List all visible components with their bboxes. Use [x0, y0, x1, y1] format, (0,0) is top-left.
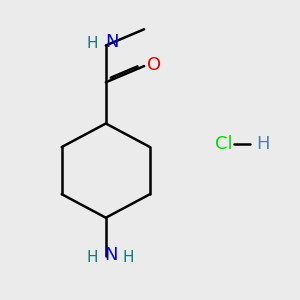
Text: H: H — [122, 250, 134, 265]
Text: H: H — [87, 250, 98, 265]
Text: Cl: Cl — [215, 135, 232, 153]
Text: H: H — [256, 135, 270, 153]
Text: N: N — [106, 33, 119, 51]
Text: H: H — [87, 36, 98, 51]
Text: N: N — [104, 245, 118, 263]
Text: O: O — [147, 56, 161, 74]
